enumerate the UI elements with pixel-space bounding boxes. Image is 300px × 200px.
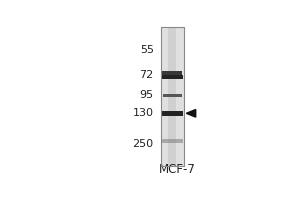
Bar <box>163 94 182 97</box>
Text: 130: 130 <box>133 108 154 118</box>
Bar <box>161 27 184 166</box>
Bar <box>168 27 176 166</box>
Bar <box>161 27 184 166</box>
Bar <box>163 71 182 75</box>
Text: 250: 250 <box>133 139 154 149</box>
Text: 95: 95 <box>140 90 154 100</box>
Bar <box>162 111 183 116</box>
Polygon shape <box>186 110 196 117</box>
Bar <box>162 139 183 143</box>
Text: 55: 55 <box>140 45 154 55</box>
Text: 72: 72 <box>140 70 154 80</box>
Text: MCF-7: MCF-7 <box>159 163 195 176</box>
Bar <box>162 75 183 79</box>
